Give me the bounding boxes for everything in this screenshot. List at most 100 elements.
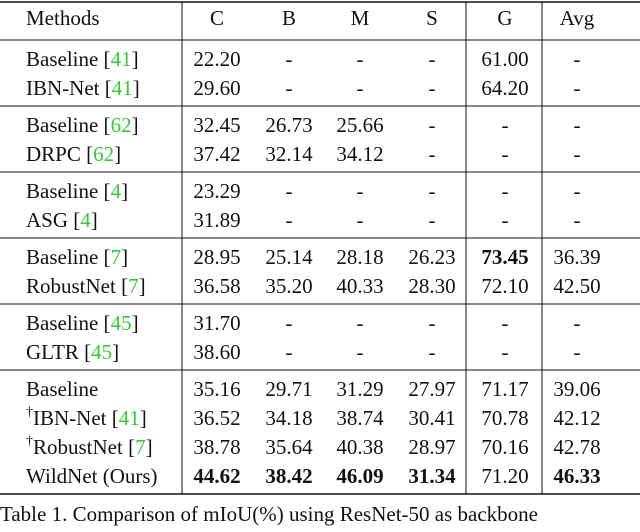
value-cell: 42.78: [553, 435, 600, 459]
value-cell: -: [429, 311, 436, 335]
value-cell: 31.89: [193, 208, 240, 232]
value-cell: -: [429, 142, 436, 166]
citation: 62: [93, 142, 114, 166]
value-cell: 37.42: [193, 142, 240, 166]
method-text: GLTR [: [26, 340, 91, 364]
citation: 41: [112, 76, 133, 100]
value-cell: -: [357, 47, 364, 71]
value-cell: -: [286, 47, 293, 71]
value-cell: 39.06: [553, 377, 600, 401]
citation: 62: [111, 113, 132, 137]
value-cell: -: [357, 208, 364, 232]
value-cell: 28.97: [408, 435, 455, 459]
value-cell: -: [286, 340, 293, 364]
dagger: †: [26, 434, 33, 449]
value-cell: 70.78: [481, 406, 528, 430]
value-cell: 34.18: [265, 406, 312, 430]
value-cell: -: [574, 142, 581, 166]
method-name: DRPC [62]: [26, 142, 121, 166]
method-text: ]: [132, 113, 139, 137]
caption: Table 1. Comparison of mIoU(%) using Res…: [0, 502, 538, 526]
method-name: Baseline [4]: [26, 179, 128, 203]
value-cell: 42.50: [553, 274, 600, 298]
value-cell: -: [574, 76, 581, 100]
value-cell: 28.18: [336, 245, 383, 269]
method-text: ]: [132, 47, 139, 71]
value-cell: 40.33: [336, 274, 383, 298]
method-name: Baseline [7]: [26, 245, 128, 269]
method-text: ASG [: [26, 208, 80, 232]
value-cell: -: [429, 208, 436, 232]
value-cell: 72.10: [481, 274, 528, 298]
citation: 41: [119, 406, 140, 430]
value-cell: 29.71: [265, 377, 312, 401]
value-cell: 32.14: [265, 142, 313, 166]
value-cell: -: [574, 47, 581, 71]
method-text: RobustNet [: [26, 274, 128, 298]
value-cell: 35.20: [265, 274, 312, 298]
value-cell: -: [429, 113, 436, 137]
method-text: Baseline [: [26, 311, 111, 335]
method-text: ]: [112, 340, 119, 364]
value-cell: 38.60: [193, 340, 240, 364]
value-cell: 28.95: [193, 245, 240, 269]
method-text: ]: [121, 179, 128, 203]
method-name: †IBN-Net [41]: [26, 405, 147, 430]
value-cell: 38.42: [265, 464, 312, 488]
value-cell: -: [357, 179, 364, 203]
citation: 45: [91, 340, 112, 364]
value-cell: 61.00: [481, 47, 528, 71]
value-cell: 71.17: [481, 377, 528, 401]
header-cell: B: [282, 6, 296, 30]
method-text: ]: [133, 76, 140, 100]
citation: 7: [128, 274, 139, 298]
method-text: IBN-Net [: [26, 76, 112, 100]
method-name: Baseline [45]: [26, 311, 139, 335]
value-cell: 46.09: [336, 464, 383, 488]
value-cell: 22.20: [193, 47, 240, 71]
header-cell: C: [210, 6, 224, 30]
value-cell: -: [286, 311, 293, 335]
value-cell: 26.73: [265, 113, 312, 137]
method-text: ]: [140, 406, 147, 430]
value-cell: 23.29: [193, 179, 240, 203]
value-cell: 28.30: [408, 274, 455, 298]
value-cell: 32.45: [193, 113, 240, 137]
value-cell: -: [286, 76, 293, 100]
header-cell: S: [426, 6, 438, 30]
header-cell: Avg: [560, 6, 595, 30]
header-cell: G: [497, 6, 512, 30]
value-cell: 36.39: [553, 245, 600, 269]
value-cell: -: [502, 311, 509, 335]
value-cell: 25.66: [336, 113, 383, 137]
value-cell: 31.29: [336, 377, 383, 401]
method-text: ]: [132, 311, 139, 335]
method-text: Baseline [: [26, 245, 111, 269]
value-cell: -: [429, 47, 436, 71]
value-cell: 35.16: [193, 377, 240, 401]
method-text: ]: [139, 274, 146, 298]
value-cell: -: [502, 142, 509, 166]
value-cell: 42.12: [553, 406, 600, 430]
value-cell: 46.33: [553, 464, 600, 488]
method-name: RobustNet [7]: [26, 274, 146, 298]
method-name: Baseline [62]: [26, 113, 139, 137]
value-cell: 25.14: [265, 245, 313, 269]
method-name: Baseline [41]: [26, 47, 139, 71]
header-cell: M: [351, 6, 370, 30]
method-text: Baseline [: [26, 179, 111, 203]
value-cell: 31.34: [408, 464, 456, 488]
value-cell: -: [429, 179, 436, 203]
method-name: GLTR [45]: [26, 340, 119, 364]
value-cell: -: [574, 340, 581, 364]
dagger: †: [26, 405, 33, 420]
citation: 4: [111, 179, 122, 203]
method-name: WildNet (Ours): [26, 464, 158, 488]
value-cell: 31.70: [193, 311, 240, 335]
method-text: Baseline [: [26, 113, 111, 137]
value-cell: 27.97: [408, 377, 455, 401]
value-cell: -: [574, 179, 581, 203]
method-text: ]: [114, 142, 121, 166]
